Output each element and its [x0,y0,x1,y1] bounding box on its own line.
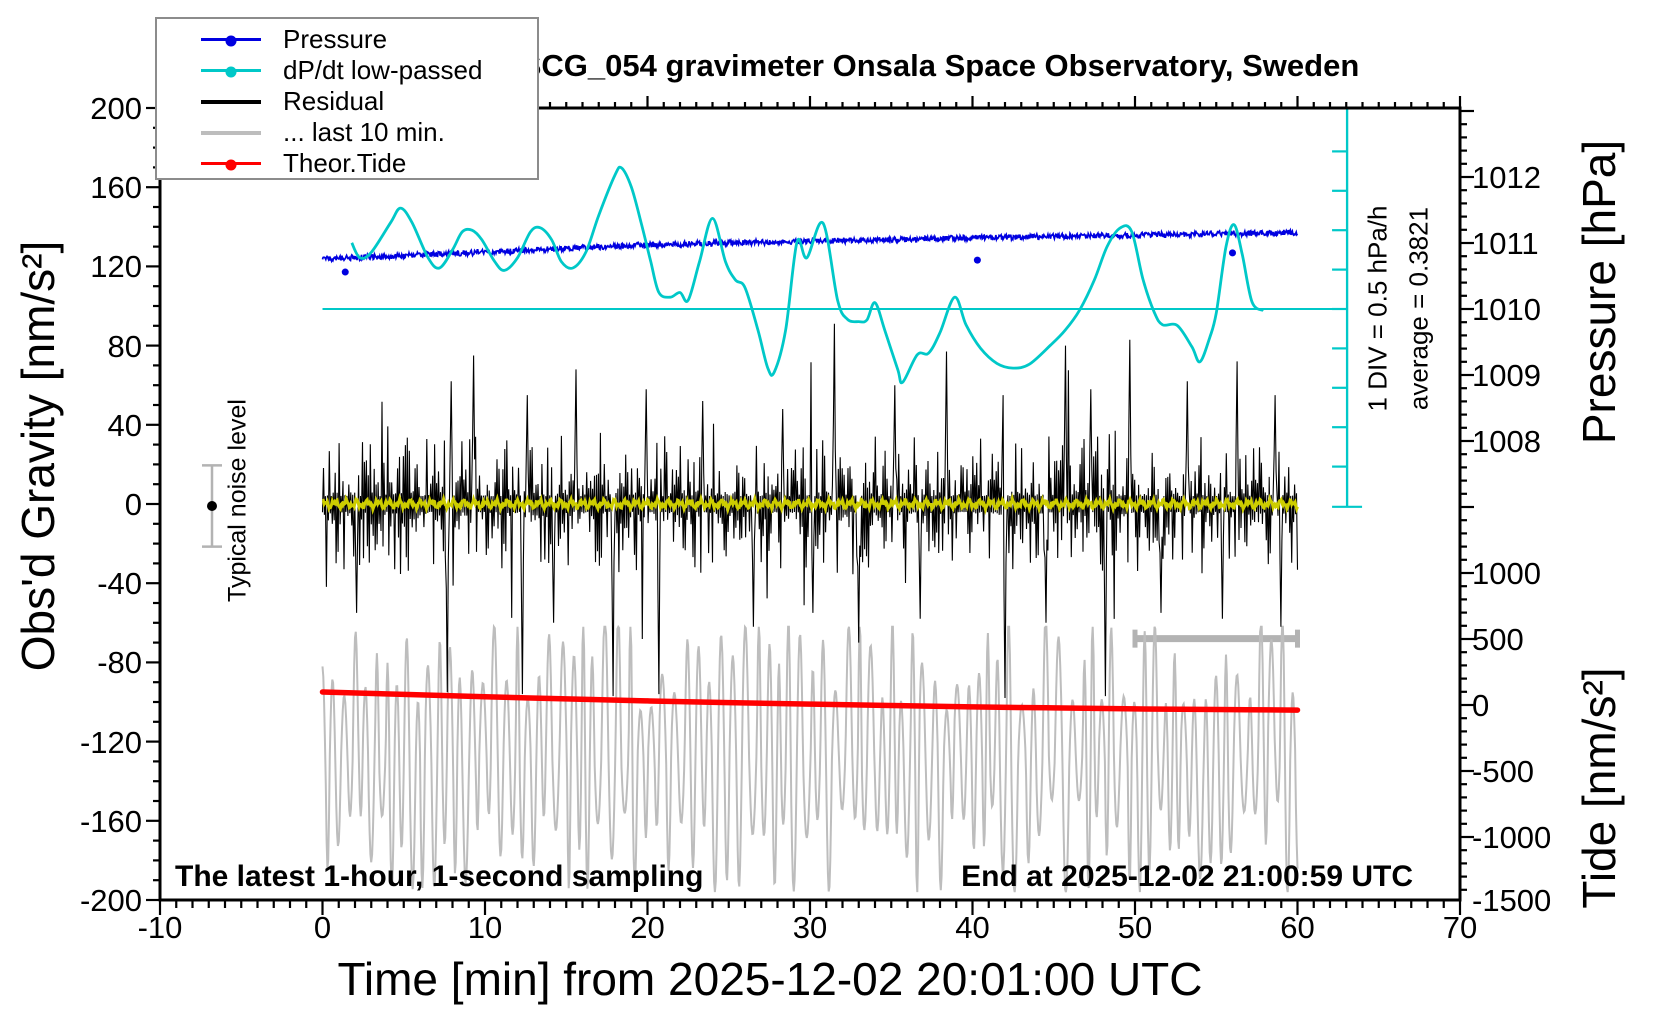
gravity-tick-label: 40 [107,407,142,443]
y-axis-title-gravity: Obs'd Gravity [nm/s²] [12,240,64,672]
legend-label: dP/dt low-passed [283,55,483,85]
legend-label: Theor.Tide [283,148,407,178]
tide-line-swatch [201,159,261,171]
y-axis-title-tide: Tide [nm/s²] [1573,667,1625,909]
gravity-tick-label: 200 [90,91,142,126]
pressure-dot-icon [225,35,237,47]
legend-item-tide: Theor.Tide [201,148,537,179]
gravity-tick-label: -120 [79,724,142,760]
dpdt-series [350,165,1265,385]
right-tick-label: -500 [1472,754,1535,789]
dpdt-line-swatch [201,66,261,78]
residual-smooth-series [321,492,1299,516]
right-tick-label: 1011 [1472,226,1539,261]
legend-item-pressure: Pressure [201,24,537,55]
pressure-stray-dot [1229,249,1236,257]
noise-level-annotation: Typical noise level [223,399,252,602]
right-tick-label: 1009 [1472,358,1541,393]
x-tick-label: 0 [313,910,332,945]
x-axis-title: Time [min] from 2025-12-02 20:01:00 UTC [337,953,1203,1005]
gravity-tick-label: -200 [79,883,142,918]
right-tick-label: 1012 [1472,160,1541,195]
gravity-tick-label: -80 [97,645,142,681]
noise-level-dot [207,500,217,511]
right-tick-label: 1008 [1472,424,1541,459]
gravity-tick-label: 160 [90,170,142,206]
page-title: SCG_054 gravimeter Onsala Space Observat… [520,48,1360,83]
x-tick-label: 50 [1117,910,1153,945]
gravity-tick-label: 80 [107,328,142,364]
legend-label: Pressure [283,24,388,54]
legend-label: ... last 10 min. [283,117,445,147]
residual-series [321,323,1299,699]
pressure-stray-dot [341,268,349,276]
gravity-tick-label: 0 [124,487,142,522]
legend-item-residual: Residual [201,86,537,117]
x-tick-label: 60 [1280,910,1315,945]
gravity-tick-label: -160 [79,803,142,839]
pressure-stray-dot [973,256,981,264]
right-tick-label: 0 [1472,688,1490,723]
legend-box: Pressure dP/dt low-passed Residual ... l… [155,17,539,180]
residual-line-swatch [201,99,261,104]
x-tick-label: -10 [137,910,183,945]
x-tick-label: 10 [467,910,503,945]
sampling-note: The latest 1-hour, 1-second sampling [175,860,704,893]
right-tick-label: 500 [1472,622,1524,657]
tide-dot-icon [225,159,237,171]
end-time-note: End at 2025-12-02 21:00:59 UTC [961,860,1413,893]
legend-label: Residual [283,86,385,116]
right-tick-label: -1000 [1472,820,1552,855]
tide-series [319,689,1301,713]
pressure-series [321,227,1299,264]
series-layer [319,108,1363,893]
last10min-line-swatch [201,130,261,135]
right-tick-label: -1500 [1472,883,1552,918]
right-tick-label: 1010 [1472,292,1541,327]
gravity-tick-label: 120 [90,249,142,285]
pressure-line-swatch [201,35,261,47]
dpdt-dot-icon [225,66,237,78]
legend-item-dpdt: dP/dt low-passed [201,55,537,86]
gravity-tick-label: -40 [97,566,142,602]
legend-item-last10min: ... last 10 min. [201,117,537,148]
x-tick-label: 30 [792,910,828,945]
x-tick-label: 20 [630,910,665,945]
right-tick-label: 1000 [1472,556,1541,591]
x-tick-label: 40 [955,910,990,945]
div-scale-annotation: 1 DIV = 0.5 hPa/h [1362,205,1393,412]
x-tick-label: 70 [1442,910,1478,945]
average-annotation: average = 0.3821 [1403,206,1434,411]
last10min-series [321,623,1299,893]
